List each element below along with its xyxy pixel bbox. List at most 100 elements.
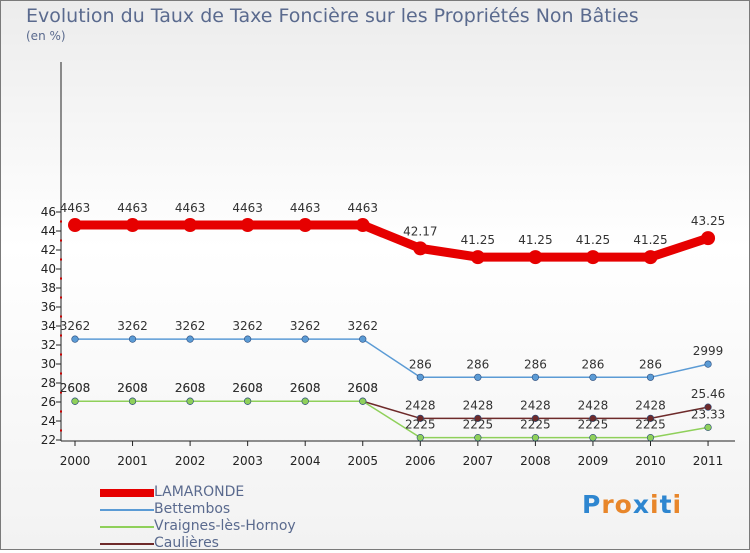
data-point bbox=[531, 373, 540, 381]
y-minor-tick bbox=[60, 372, 62, 375]
data-point bbox=[128, 335, 137, 343]
data-label: 2428 bbox=[520, 398, 551, 412]
logo-letter: r bbox=[601, 490, 615, 519]
data-label: 42.17 bbox=[403, 224, 437, 238]
data-label: 41.25 bbox=[633, 233, 667, 247]
data-label: 3262 bbox=[347, 319, 378, 333]
data-label: 4463 bbox=[117, 201, 148, 215]
data-point bbox=[183, 218, 198, 233]
legend-label: Vraignes-lès-Hornoy bbox=[154, 518, 296, 534]
data-label: 3262 bbox=[60, 319, 91, 333]
series-line-3 bbox=[75, 400, 709, 420]
data-label: 2608 bbox=[117, 381, 148, 395]
data-label: 286 bbox=[639, 357, 662, 371]
legend-label: Bettembos bbox=[154, 501, 231, 517]
data-label: 4463 bbox=[290, 201, 321, 215]
y-tick-label: 44 bbox=[41, 224, 56, 238]
data-point bbox=[585, 250, 600, 265]
data-point bbox=[244, 397, 252, 405]
data-label: 2608 bbox=[60, 381, 91, 395]
legend-label: LAMARONDE bbox=[154, 484, 245, 500]
y-minor-tick bbox=[60, 277, 62, 280]
logo-letter: i bbox=[650, 490, 660, 519]
data-label: 4463 bbox=[232, 201, 263, 215]
data-label: 41.25 bbox=[461, 233, 495, 247]
data-point bbox=[474, 373, 482, 381]
legend-swatch bbox=[100, 489, 154, 497]
data-label: 43.25 bbox=[691, 214, 725, 228]
y-tick-label: 30 bbox=[41, 357, 56, 371]
data-point bbox=[589, 434, 597, 442]
data-point bbox=[474, 414, 482, 422]
data-label: 2225 bbox=[520, 418, 551, 432]
logo-letter: t bbox=[659, 490, 673, 519]
data-point bbox=[701, 231, 716, 246]
data-label: 4463 bbox=[347, 201, 378, 215]
data-point bbox=[71, 335, 79, 343]
data-label: 2225 bbox=[405, 418, 436, 432]
data-label: 3262 bbox=[290, 319, 321, 333]
x-tick-label: 2006 bbox=[405, 454, 436, 468]
logo-letter: i bbox=[672, 490, 683, 519]
y-minor-tick bbox=[60, 353, 62, 356]
data-label: 2608 bbox=[232, 381, 263, 395]
series-line-1 bbox=[75, 338, 709, 379]
logo-letter: x bbox=[632, 490, 650, 519]
data-point bbox=[413, 241, 428, 256]
y-minor-tick bbox=[60, 334, 62, 337]
data-point bbox=[355, 218, 370, 233]
data-point bbox=[704, 423, 712, 431]
data-label: 2608 bbox=[290, 381, 321, 395]
data-label: 2608 bbox=[175, 381, 206, 395]
y-tick-label: 26 bbox=[41, 395, 56, 409]
y-tick-label: 38 bbox=[41, 281, 56, 295]
x-tick-label: 2011 bbox=[693, 454, 724, 468]
data-point bbox=[244, 335, 252, 343]
data-label: 4463 bbox=[60, 201, 91, 215]
x-tick-label: 2002 bbox=[175, 454, 206, 468]
y-minor-tick bbox=[60, 258, 62, 261]
data-label: 2608 bbox=[347, 381, 378, 395]
data-point bbox=[416, 434, 424, 442]
data-point bbox=[474, 434, 482, 442]
data-point bbox=[646, 434, 655, 442]
data-label: 23.33 bbox=[691, 407, 725, 421]
y-minor-tick bbox=[60, 315, 62, 318]
x-tick-label: 2008 bbox=[520, 454, 551, 468]
y-tick-label: 40 bbox=[41, 262, 56, 276]
data-point bbox=[704, 403, 712, 411]
data-point bbox=[416, 414, 424, 422]
data-point bbox=[589, 373, 597, 381]
data-label: 2608 bbox=[232, 381, 263, 395]
data-point bbox=[416, 373, 424, 381]
x-tick-label: 2005 bbox=[347, 454, 378, 468]
data-label: 41.25 bbox=[518, 233, 552, 247]
data-label: 2428 bbox=[405, 398, 436, 412]
data-label: 286 bbox=[581, 357, 604, 371]
y-minor-tick bbox=[60, 391, 62, 394]
data-point bbox=[128, 397, 137, 405]
data-label: 2428 bbox=[635, 398, 666, 412]
y-tick-label: 34 bbox=[41, 319, 56, 333]
y-tick-label: 24 bbox=[41, 414, 56, 428]
data-label: 3262 bbox=[175, 319, 206, 333]
logo-letter: P bbox=[582, 490, 602, 519]
y-tick-label: 42 bbox=[41, 243, 56, 257]
y-minor-tick bbox=[60, 296, 62, 299]
y-minor-tick bbox=[60, 410, 62, 413]
data-label: 2608 bbox=[60, 381, 91, 395]
x-tick-label: 2007 bbox=[463, 454, 494, 468]
series-line-2 bbox=[75, 400, 709, 439]
x-tick-label: 2003 bbox=[232, 454, 263, 468]
data-point bbox=[531, 414, 540, 422]
data-label: 2608 bbox=[175, 381, 206, 395]
data-point bbox=[704, 360, 712, 368]
legend-swatch bbox=[100, 509, 154, 511]
data-point bbox=[359, 397, 367, 405]
series-line-0 bbox=[75, 220, 710, 262]
data-point bbox=[646, 414, 655, 422]
y-tick-label: 46 bbox=[41, 205, 56, 219]
data-point bbox=[125, 218, 140, 233]
data-point bbox=[186, 397, 194, 405]
data-label: 286 bbox=[524, 357, 547, 371]
